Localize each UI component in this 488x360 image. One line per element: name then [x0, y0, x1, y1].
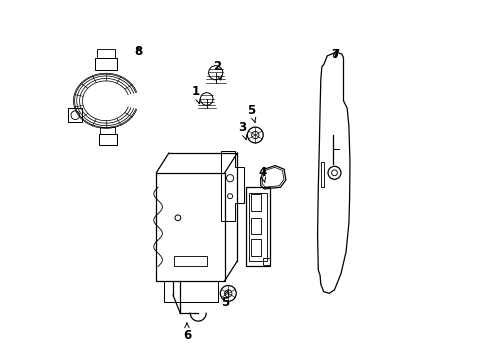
Bar [163, 281, 217, 302]
Text: 1: 1 [191, 85, 200, 104]
Text: 5: 5 [247, 104, 255, 122]
Bar [101, 127, 115, 134]
Bar [250, 194, 260, 211]
Bar [99, 134, 117, 145]
Text: 4: 4 [258, 166, 266, 182]
Text: 7: 7 [331, 48, 339, 60]
Bar [250, 218, 260, 234]
Bar [250, 239, 260, 256]
Bar [249, 193, 266, 261]
Bar [97, 49, 115, 58]
Bar [246, 187, 269, 266]
Text: 3: 3 [238, 121, 246, 140]
Bar [95, 58, 117, 70]
Text: 6: 6 [183, 323, 191, 342]
Text: 8: 8 [134, 45, 142, 58]
Bar [68, 108, 82, 122]
Bar [263, 258, 269, 265]
Bar [174, 256, 206, 266]
Text: 2: 2 [213, 60, 222, 80]
Text: 5: 5 [220, 291, 228, 309]
